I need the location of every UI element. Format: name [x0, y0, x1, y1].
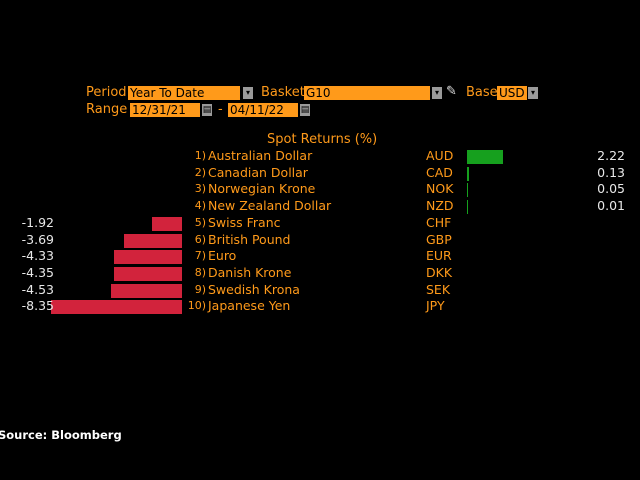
period-dropdown-icon[interactable]: ▾: [243, 87, 253, 99]
period-select[interactable]: Year To Date: [128, 86, 240, 100]
rank-label: 6): [194, 232, 206, 246]
value-label: -1.92: [21, 214, 54, 230]
currency-code: CHF: [426, 214, 452, 230]
rank-label: 7): [194, 249, 206, 263]
currency-code: GBP: [426, 231, 452, 247]
bar-positive: [467, 200, 468, 215]
currency-name: Danish Krone: [208, 264, 292, 280]
basket-dropdown-icon[interactable]: ▾: [432, 87, 442, 99]
rank-label: 1): [194, 149, 206, 162]
bar-positive: [467, 150, 503, 164]
range-end-input[interactable]: 04/11/22: [228, 103, 298, 117]
base-dropdown-icon[interactable]: ▾: [528, 87, 538, 99]
bar-negative: [51, 300, 182, 315]
currency-name: British Pound: [208, 231, 291, 247]
bar-negative: [113, 266, 182, 281]
currency-name: New Zealand Dollar: [208, 198, 332, 214]
chart-title: Spot Returns (%): [267, 132, 378, 147]
bar-positive: [467, 166, 470, 181]
basket-label: Basket: [261, 85, 305, 100]
basket-select[interactable]: G10: [304, 86, 430, 100]
rank-label: 10): [187, 299, 206, 313]
bar-negative: [110, 283, 182, 298]
currency-code: DKK: [426, 264, 453, 280]
range-separator: -: [218, 102, 223, 117]
currency-code: EUR: [426, 248, 452, 264]
range-label: Range: [86, 102, 128, 117]
source-note: Source: Bloomberg: [0, 428, 122, 442]
value-label: -8.35: [21, 298, 54, 314]
base-currency-select[interactable]: USD: [497, 86, 527, 100]
value-label: -4.53: [21, 281, 54, 297]
rank-label: 4): [194, 199, 206, 213]
currency-code: CAD: [426, 164, 453, 180]
currency-name: Norwegian Krone: [208, 181, 316, 197]
currency-name: Australian Dollar: [208, 148, 313, 163]
rank-label: 8): [194, 265, 206, 279]
currency-name: Euro: [208, 248, 237, 264]
currency-code: NOK: [426, 181, 454, 197]
currency-code: JPY: [426, 298, 445, 314]
rank-label: 3): [194, 182, 206, 196]
currency-name: Swedish Krona: [208, 281, 300, 297]
currency-name: Canadian Dollar: [208, 164, 308, 180]
currency-name: Japanese Yen: [208, 298, 291, 314]
rank-label: 5): [194, 215, 206, 229]
value-label: 0.05: [597, 181, 625, 197]
bar-negative: [114, 250, 182, 265]
bar-negative: [151, 216, 182, 231]
value-label: 0.01: [597, 198, 625, 214]
currency-code: NZD: [426, 198, 454, 214]
currency-code: AUD: [426, 148, 454, 163]
currency-code: SEK: [426, 281, 451, 297]
value-label: -3.69: [21, 231, 54, 247]
value-label: -4.35: [21, 264, 54, 280]
currency-name: Swiss Franc: [208, 214, 281, 230]
value-label: 2.22: [597, 148, 625, 163]
value-label: 0.13: [597, 164, 625, 180]
pencil-icon[interactable]: ✎: [446, 84, 457, 99]
range-start-input[interactable]: 12/31/21: [130, 103, 200, 117]
bar-negative: [124, 233, 182, 248]
rank-label: 9): [194, 282, 206, 296]
period-label: Period: [86, 85, 127, 100]
range-end-calendar-icon[interactable]: ▤: [300, 104, 310, 116]
rank-label: 2): [194, 165, 206, 179]
range-start-calendar-icon[interactable]: ▤: [202, 104, 212, 116]
base-label: Base: [466, 85, 498, 100]
bar-positive: [467, 183, 468, 198]
value-label: -4.33: [21, 248, 54, 264]
